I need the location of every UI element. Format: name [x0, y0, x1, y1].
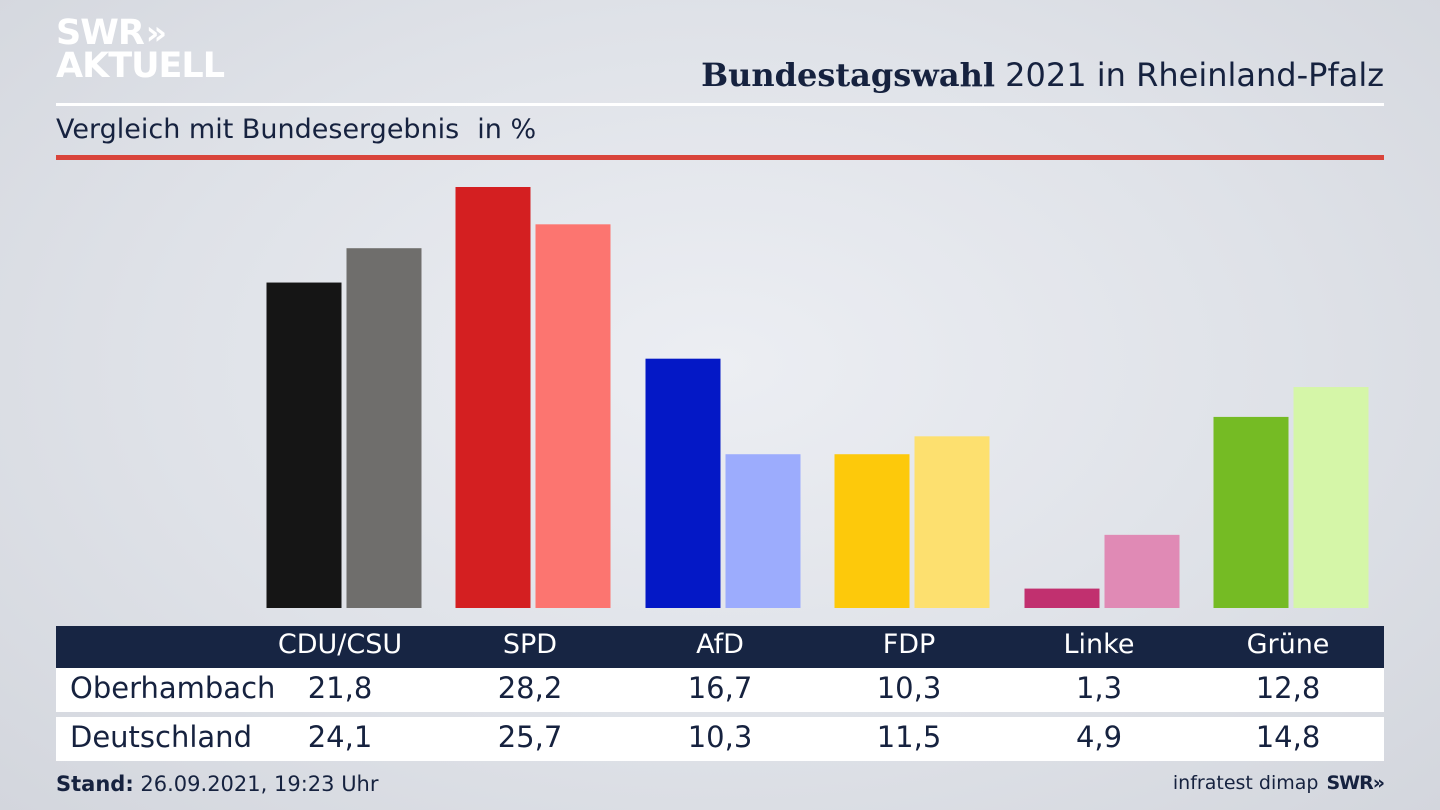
value-fdp: 10,3	[876, 671, 942, 705]
page-title: Bundestagswahl 2021 in Rheinland-Pfalz	[701, 56, 1384, 94]
value-spd: 28,2	[497, 671, 563, 705]
stand-label: Stand:	[56, 772, 134, 796]
bar-cdu-csu-oberhambach	[266, 282, 342, 608]
bar-fdp-deutschland	[914, 436, 990, 608]
swr-footer-logo: SWR»	[1326, 772, 1385, 794]
bar-afd-deutschland	[725, 454, 801, 608]
stand-value: 26.09.2021, 19:23 Uhr	[140, 772, 379, 796]
table-row-oberhambach: Oberhambach 21,8 28,2 16,7 10,3 1,3 12,8	[56, 668, 1384, 712]
swr-aktuell-logo: SWR» AKTUELL	[56, 13, 225, 86]
bar-spd-deutschland	[535, 224, 611, 608]
value-gruene: 14,8	[1255, 720, 1321, 754]
bar-linke-deutschland	[1104, 534, 1180, 608]
row-label: Oberhambach	[70, 671, 276, 705]
header-afd: AfD	[696, 629, 744, 660]
chart-subtitle: Vergleich mit Bundesergebnis in %	[56, 114, 536, 145]
title-divider	[56, 103, 1384, 106]
value-linke: 4,9	[1075, 720, 1123, 754]
value-cdu-csu: 24,1	[307, 720, 373, 754]
bar-cdu-csu-deutschland	[346, 248, 422, 608]
bar-spd-oberhambach	[455, 187, 531, 608]
subtitle-divider	[56, 155, 1384, 160]
bar-afd-oberhambach	[645, 358, 721, 608]
title-rest: 2021 in Rheinland-Pfalz	[1005, 56, 1384, 94]
value-linke: 1,3	[1075, 671, 1123, 705]
bar-fdp-oberhambach	[834, 454, 910, 608]
header-fdp: FDP	[882, 629, 936, 660]
bar-gr-ne-deutschland	[1293, 387, 1369, 608]
table-header: CDU/CSU SPD AfD FDP Linke Grüne	[56, 626, 1384, 668]
value-fdp: 11,5	[876, 720, 942, 754]
subtitle-text: Vergleich mit Bundesergebnis	[56, 114, 460, 145]
row-label: Deutschland	[70, 720, 252, 754]
title-bold: Bundestagswahl	[701, 56, 995, 94]
table-row-deutschland: Deutschland 24,1 25,7 10,3 11,5 4,9 14,8	[56, 717, 1384, 761]
value-gruene: 12,8	[1255, 671, 1321, 705]
value-cdu-csu: 21,8	[307, 671, 373, 705]
logo-aktuell-text: AKTUELL	[56, 46, 225, 86]
source-text: infratest dimap	[1172, 772, 1319, 794]
bar-gr-ne-oberhambach	[1213, 416, 1289, 608]
source-credit: infratest dimap SWR»	[1172, 772, 1385, 794]
timestamp: Stand: 26.09.2021, 19:23 Uhr	[56, 772, 379, 796]
value-afd: 16,7	[687, 671, 753, 705]
header-cdu-csu: CDU/CSU	[277, 629, 403, 660]
header-gruene: Grüne	[1246, 629, 1330, 660]
bar-linke-oberhambach	[1024, 588, 1100, 608]
header-linke: Linke	[1063, 629, 1135, 660]
unit-label: in %	[477, 114, 537, 145]
logo-swr-text: SWR	[56, 13, 145, 53]
value-spd: 25,7	[497, 720, 563, 754]
value-afd: 10,3	[687, 720, 753, 754]
header-spd: SPD	[502, 629, 558, 660]
